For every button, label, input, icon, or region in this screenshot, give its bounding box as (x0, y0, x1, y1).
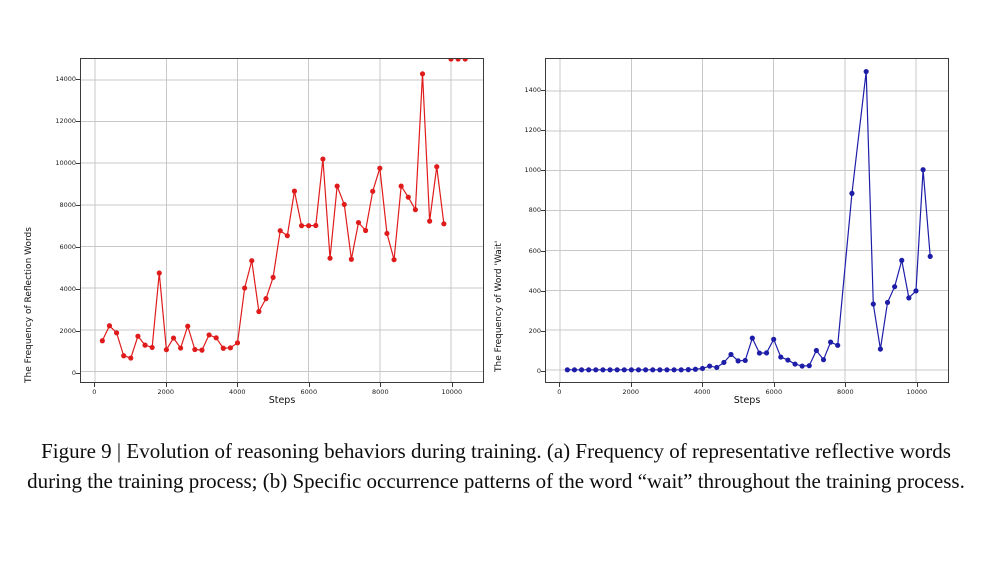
y-tick-mark (76, 78, 80, 80)
x-tick-label: 8000 (837, 388, 854, 396)
figure-caption: Figure 9 | Evolution of reasoning behavi… (27, 439, 965, 493)
x-tick-mark (165, 383, 167, 387)
x-tick-mark (845, 383, 847, 387)
y-tick-mark (76, 372, 80, 374)
y-tick-label: 8000 (59, 200, 76, 209)
y-tick-mark (76, 288, 80, 290)
y-tick-label: 6000 (59, 242, 76, 251)
x-tick-mark (559, 383, 561, 387)
y-tick-mark (541, 210, 545, 212)
y-tick-mark (541, 170, 545, 172)
y-tick-mark (76, 246, 80, 248)
y-tick-mark (541, 290, 545, 292)
chart-panel-b: 0 200 400 600 800 1000 1200 1400 0 2000 4000 6000 8… (494, 0, 992, 430)
y-tick-label: 1400 (524, 86, 541, 95)
y-tick-label: 200 (528, 326, 541, 335)
y-tick-mark (76, 162, 80, 164)
x-tick-label: 4000 (229, 388, 246, 396)
y-tick-label: 10000 (55, 158, 76, 167)
x-tick-label: 6000 (300, 388, 318, 396)
x-tick-label: 10000 (441, 388, 463, 396)
gridlines-b (546, 59, 948, 382)
y-tick-mark (76, 204, 80, 206)
x-tick-mark (451, 383, 453, 387)
y-tick-label: 4000 (59, 284, 76, 293)
x-tick-mark (916, 383, 918, 387)
x-tick-label: 10000 (906, 388, 928, 396)
y-tick-mark (76, 120, 80, 122)
x-axis-label-b: Steps (733, 395, 761, 406)
x-tick-label: 4000 (694, 388, 711, 396)
x-axis-label-a: Steps (268, 395, 296, 406)
x-tick-label: 0 (92, 388, 97, 396)
x-tick-mark (237, 383, 239, 387)
x-tick-label: 2000 (157, 388, 175, 396)
data-series-word-wait (564, 68, 933, 373)
x-tick-mark (308, 383, 310, 387)
x-tick-mark (702, 383, 704, 387)
x-tick-label: 8000 (372, 388, 389, 396)
gridlines-a (81, 59, 483, 382)
plot-area-a (80, 58, 484, 383)
x-tick-mark (94, 383, 96, 387)
y-tick-label: 0 (536, 366, 541, 375)
x-tick-mark (630, 383, 632, 387)
y-tick-mark (541, 90, 545, 92)
plot-area-b (545, 58, 949, 383)
y-tick-label: 14000 (55, 74, 76, 83)
y-tick-label: 0 (71, 368, 76, 377)
y-tick-mark (541, 130, 545, 132)
y-tick-label: 2000 (59, 326, 76, 335)
x-tick-label: 6000 (765, 388, 783, 396)
y-tick-label: 800 (528, 206, 541, 215)
x-tick-label: 2000 (622, 388, 640, 396)
data-series-reflection-words (99, 59, 468, 361)
y-axis-label-b: The Frequency of Word 'Wait' (494, 240, 504, 372)
y-tick-mark (541, 250, 545, 252)
x-tick-label: 0 (557, 388, 562, 396)
y-tick-label: 1200 (524, 126, 541, 135)
y-tick-label: 12000 (55, 116, 76, 125)
y-tick-label: 600 (528, 246, 541, 255)
chart-panel-a: 0 2000 4000 6000 8000 10000 12000 14000 0 2000 40… (0, 0, 496, 430)
y-tick-mark (76, 330, 80, 332)
y-tick-label: 1000 (524, 166, 541, 175)
y-axis-label-a: The Frequency of Reflection Words (24, 227, 34, 383)
y-tick-mark (541, 330, 545, 332)
x-tick-mark (773, 383, 775, 387)
x-tick-mark (380, 383, 382, 387)
y-tick-mark (541, 370, 545, 372)
y-tick-label: 400 (528, 286, 541, 295)
